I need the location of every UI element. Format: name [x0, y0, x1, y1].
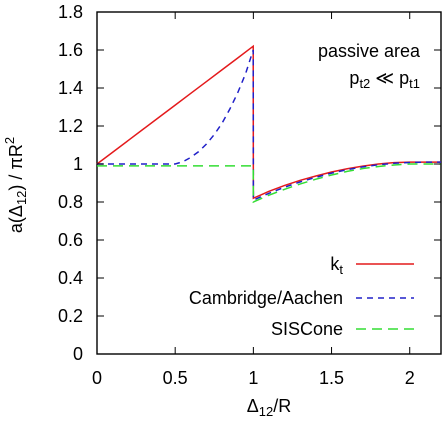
x-axis-label-text: Δ: [247, 396, 259, 416]
y-axis-label-sub: 12: [14, 191, 29, 205]
legend-label-kt: kt: [330, 254, 343, 277]
x-axis-label: Δ12/R: [247, 396, 292, 419]
annotation-p1: p: [349, 68, 359, 88]
annotation-p1-sub: t2: [359, 76, 370, 91]
y-axis-label-sup: 2: [2, 137, 17, 144]
x-tick-label: 2: [405, 368, 415, 388]
annotation-line2: pt2 ≪ pt1: [349, 68, 420, 91]
x-tick-label: 0.5: [163, 368, 188, 388]
y-tick-label: 1: [73, 154, 83, 174]
plot-area: 0 0.5 1 1.5 2 0 0.2 0.4 0.6 0.8 1 1.2 1.4 1.6 1.8: [58, 2, 442, 388]
series-layer: [96, 44, 441, 204]
x-axis-label-sub: 12: [259, 404, 273, 419]
y-axis-label: a(Δ12) / πR2: [2, 137, 29, 233]
legend-label-siscone: SISCone: [271, 319, 343, 339]
legend-label-cambridge: Cambridge/Aachen: [189, 288, 343, 308]
x-tick-label: 0: [92, 368, 102, 388]
y-tick-label: 1.8: [58, 2, 83, 22]
y-tick-label: 1.6: [58, 40, 83, 60]
y-tick-label: 0.4: [58, 268, 83, 288]
annotation-p2-sub: t1: [409, 76, 420, 91]
annotation-p2: p: [399, 68, 409, 88]
y-axis-label-middle: ) / πR: [6, 144, 26, 190]
legend: kt Cambridge/Aachen SISCone: [189, 254, 414, 339]
x-axis-label-suffix: /R: [273, 396, 291, 416]
y-tick-label: 1.4: [58, 78, 83, 98]
y-tick-label: 0.2: [58, 306, 83, 326]
annotation-line1: passive area: [318, 41, 421, 61]
series-line-kt: [96, 44, 441, 200]
y-tick-label: 1.2: [58, 116, 83, 136]
y-tick-label: 0: [73, 344, 83, 364]
series-line-cambridge-aachen: [97, 49, 441, 202]
y-axis-label-prefix: a(Δ: [6, 205, 26, 233]
x-tick-label: 1: [248, 368, 258, 388]
plot-frame: [96, 11, 442, 355]
y-tick-label: 0.6: [58, 230, 83, 250]
y-axis-label-text: a(Δ12) / πR2: [2, 137, 29, 233]
annotation-relation: ≪: [370, 68, 399, 88]
series-line-siscone: [97, 163, 441, 204]
y-tick-label: 0.8: [58, 192, 83, 212]
legend-label-kt-sub: t: [339, 262, 343, 277]
tick-layer: 0 0.5 1 1.5 2 0 0.2 0.4 0.6 0.8 1 1.2 1.4 1.6 1.8: [58, 2, 441, 388]
legend-label-kt-main: k: [330, 254, 340, 274]
x-tick-label: 1.5: [319, 368, 344, 388]
